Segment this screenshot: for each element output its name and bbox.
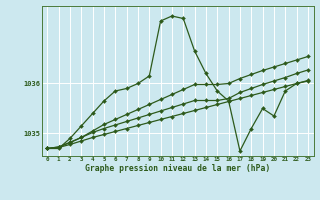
X-axis label: Graphe pression niveau de la mer (hPa): Graphe pression niveau de la mer (hPa) — [85, 164, 270, 173]
